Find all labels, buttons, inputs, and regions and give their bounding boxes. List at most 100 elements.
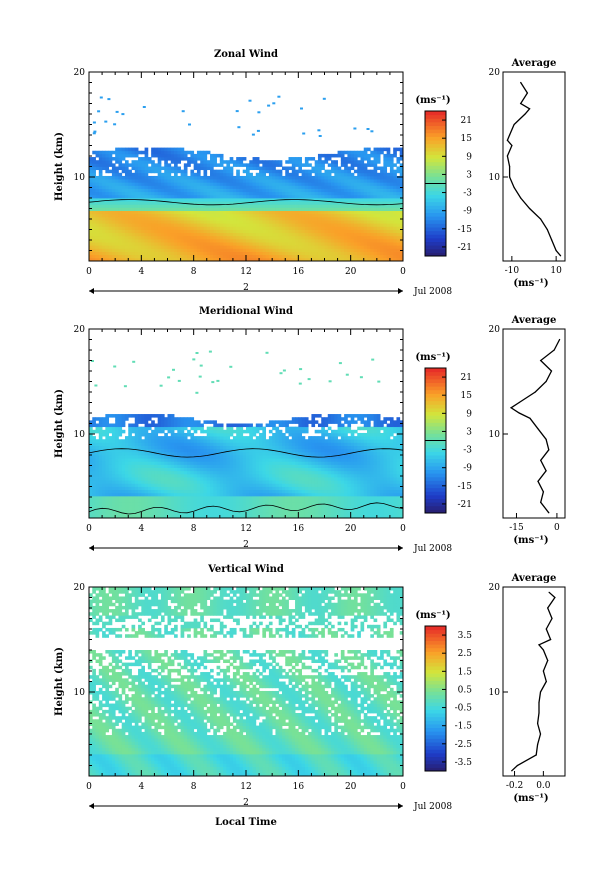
heatmap-cell [216, 220, 221, 224]
heatmap-cell [357, 257, 361, 262]
heatmap-cell [259, 169, 263, 174]
heatmap-cell [268, 163, 273, 167]
heatmap-cell [239, 242, 244, 246]
heatmap-cell [177, 191, 181, 196]
heatmap-cell [334, 172, 338, 177]
heatmap-cell [314, 198, 319, 202]
heatmap-cell [327, 182, 332, 186]
heatmap-cell [246, 426, 250, 431]
heatmap-cell [278, 179, 283, 183]
heatmap-cell [249, 242, 253, 246]
heatmap-cell [92, 505, 96, 509]
heatmap-cell [321, 238, 325, 243]
heatmap-cell [317, 157, 322, 161]
heatmap-cell [399, 223, 404, 227]
heatmap-cell [236, 448, 240, 453]
heatmap-cell [147, 238, 152, 243]
heatmap-cell [268, 223, 273, 227]
heatmap-cell [108, 188, 113, 193]
heatmap-cell [124, 150, 129, 155]
heatmap-cell [281, 182, 286, 186]
heatmap-cell [196, 505, 201, 509]
heatmap-cell [183, 188, 188, 193]
heatmap-cell [167, 251, 172, 256]
heatmap-cell [324, 210, 329, 215]
heatmap-cell [177, 502, 181, 506]
heatmap-cell [242, 210, 247, 215]
heatmap-cell [347, 220, 352, 224]
heatmap-cell [246, 436, 250, 440]
heatmap-cell [164, 201, 168, 205]
heatmap-cell [376, 235, 381, 240]
heatmap-cell [223, 448, 227, 453]
heatmap-cell [347, 207, 352, 211]
heatmap-cell [249, 232, 253, 237]
heatmap-cell [386, 220, 391, 224]
heatmap-cell [105, 175, 110, 180]
heatmap-cell [190, 157, 195, 161]
heatmap-cell [331, 204, 335, 208]
colorbar-segment [425, 136, 446, 141]
heatmap-cell [157, 464, 162, 468]
heatmap-cell [190, 473, 195, 478]
heatmap-cell [396, 223, 401, 227]
heatmap-cell [118, 426, 123, 431]
heatmap-cell [259, 445, 263, 450]
heatmap-cell [89, 201, 93, 205]
heatmap-cell [160, 511, 165, 516]
heatmap-cell [196, 502, 201, 506]
heatmap-cell [278, 232, 283, 237]
heatmap-cell [187, 458, 191, 462]
heatmap-cell [213, 216, 217, 221]
heatmap-cell [321, 229, 325, 234]
heatmap-cell [216, 499, 221, 503]
heatmap-cell [295, 172, 299, 177]
heatmap-cell [131, 473, 136, 478]
heatmap-cell [393, 163, 397, 167]
heatmap-cell [167, 248, 172, 252]
colorbar-segment [425, 223, 446, 228]
heatmap-cell [223, 169, 227, 174]
heatmap-cell [226, 242, 231, 246]
heatmap-cell [226, 185, 231, 189]
heatmap-cell [154, 511, 159, 516]
heatmap-cell [373, 198, 378, 202]
heatmap-cell [327, 210, 332, 215]
heatmap-cell [216, 461, 221, 465]
heatmap-cell [187, 470, 191, 475]
heatmap-cell [259, 502, 263, 506]
heatmap-cell [131, 251, 136, 256]
heatmap-cell [386, 191, 391, 196]
heatmap-cell [232, 204, 237, 208]
heatmap-cell [239, 480, 244, 484]
heatmap-cell [95, 179, 100, 183]
heatmap-cell [334, 188, 338, 193]
heatmap-cell [216, 486, 221, 491]
heatmap-cell [278, 248, 283, 252]
heatmap-cell [226, 198, 231, 202]
heatmap-cell [383, 153, 388, 158]
heatmap-cell [232, 477, 237, 481]
heatmap-cell [239, 185, 244, 189]
heatmap-cell [134, 242, 139, 246]
heatmap-cell [174, 220, 178, 224]
heatmap-cell [229, 423, 234, 428]
heatmap-cell [213, 198, 217, 202]
heatmap-cell [167, 198, 172, 202]
heatmap-cell [370, 232, 374, 237]
heatmap-cell [393, 182, 397, 186]
heatmap-cell [187, 432, 191, 437]
heatmap-cell [311, 175, 316, 180]
heatmap-cell [157, 188, 162, 193]
heatmap-cell [239, 455, 244, 459]
colorbar-segment [425, 234, 446, 239]
heatmap-cell [367, 226, 371, 230]
heatmap-cell [167, 417, 172, 421]
heatmap-cell [180, 429, 185, 434]
panel-title: Meridional Wind [199, 306, 293, 317]
colorbar-segment [425, 194, 446, 199]
heatmap-cell [174, 495, 178, 500]
heatmap-cell [134, 470, 139, 475]
heatmap-cell [216, 511, 221, 516]
heatmap-cell [147, 242, 152, 246]
